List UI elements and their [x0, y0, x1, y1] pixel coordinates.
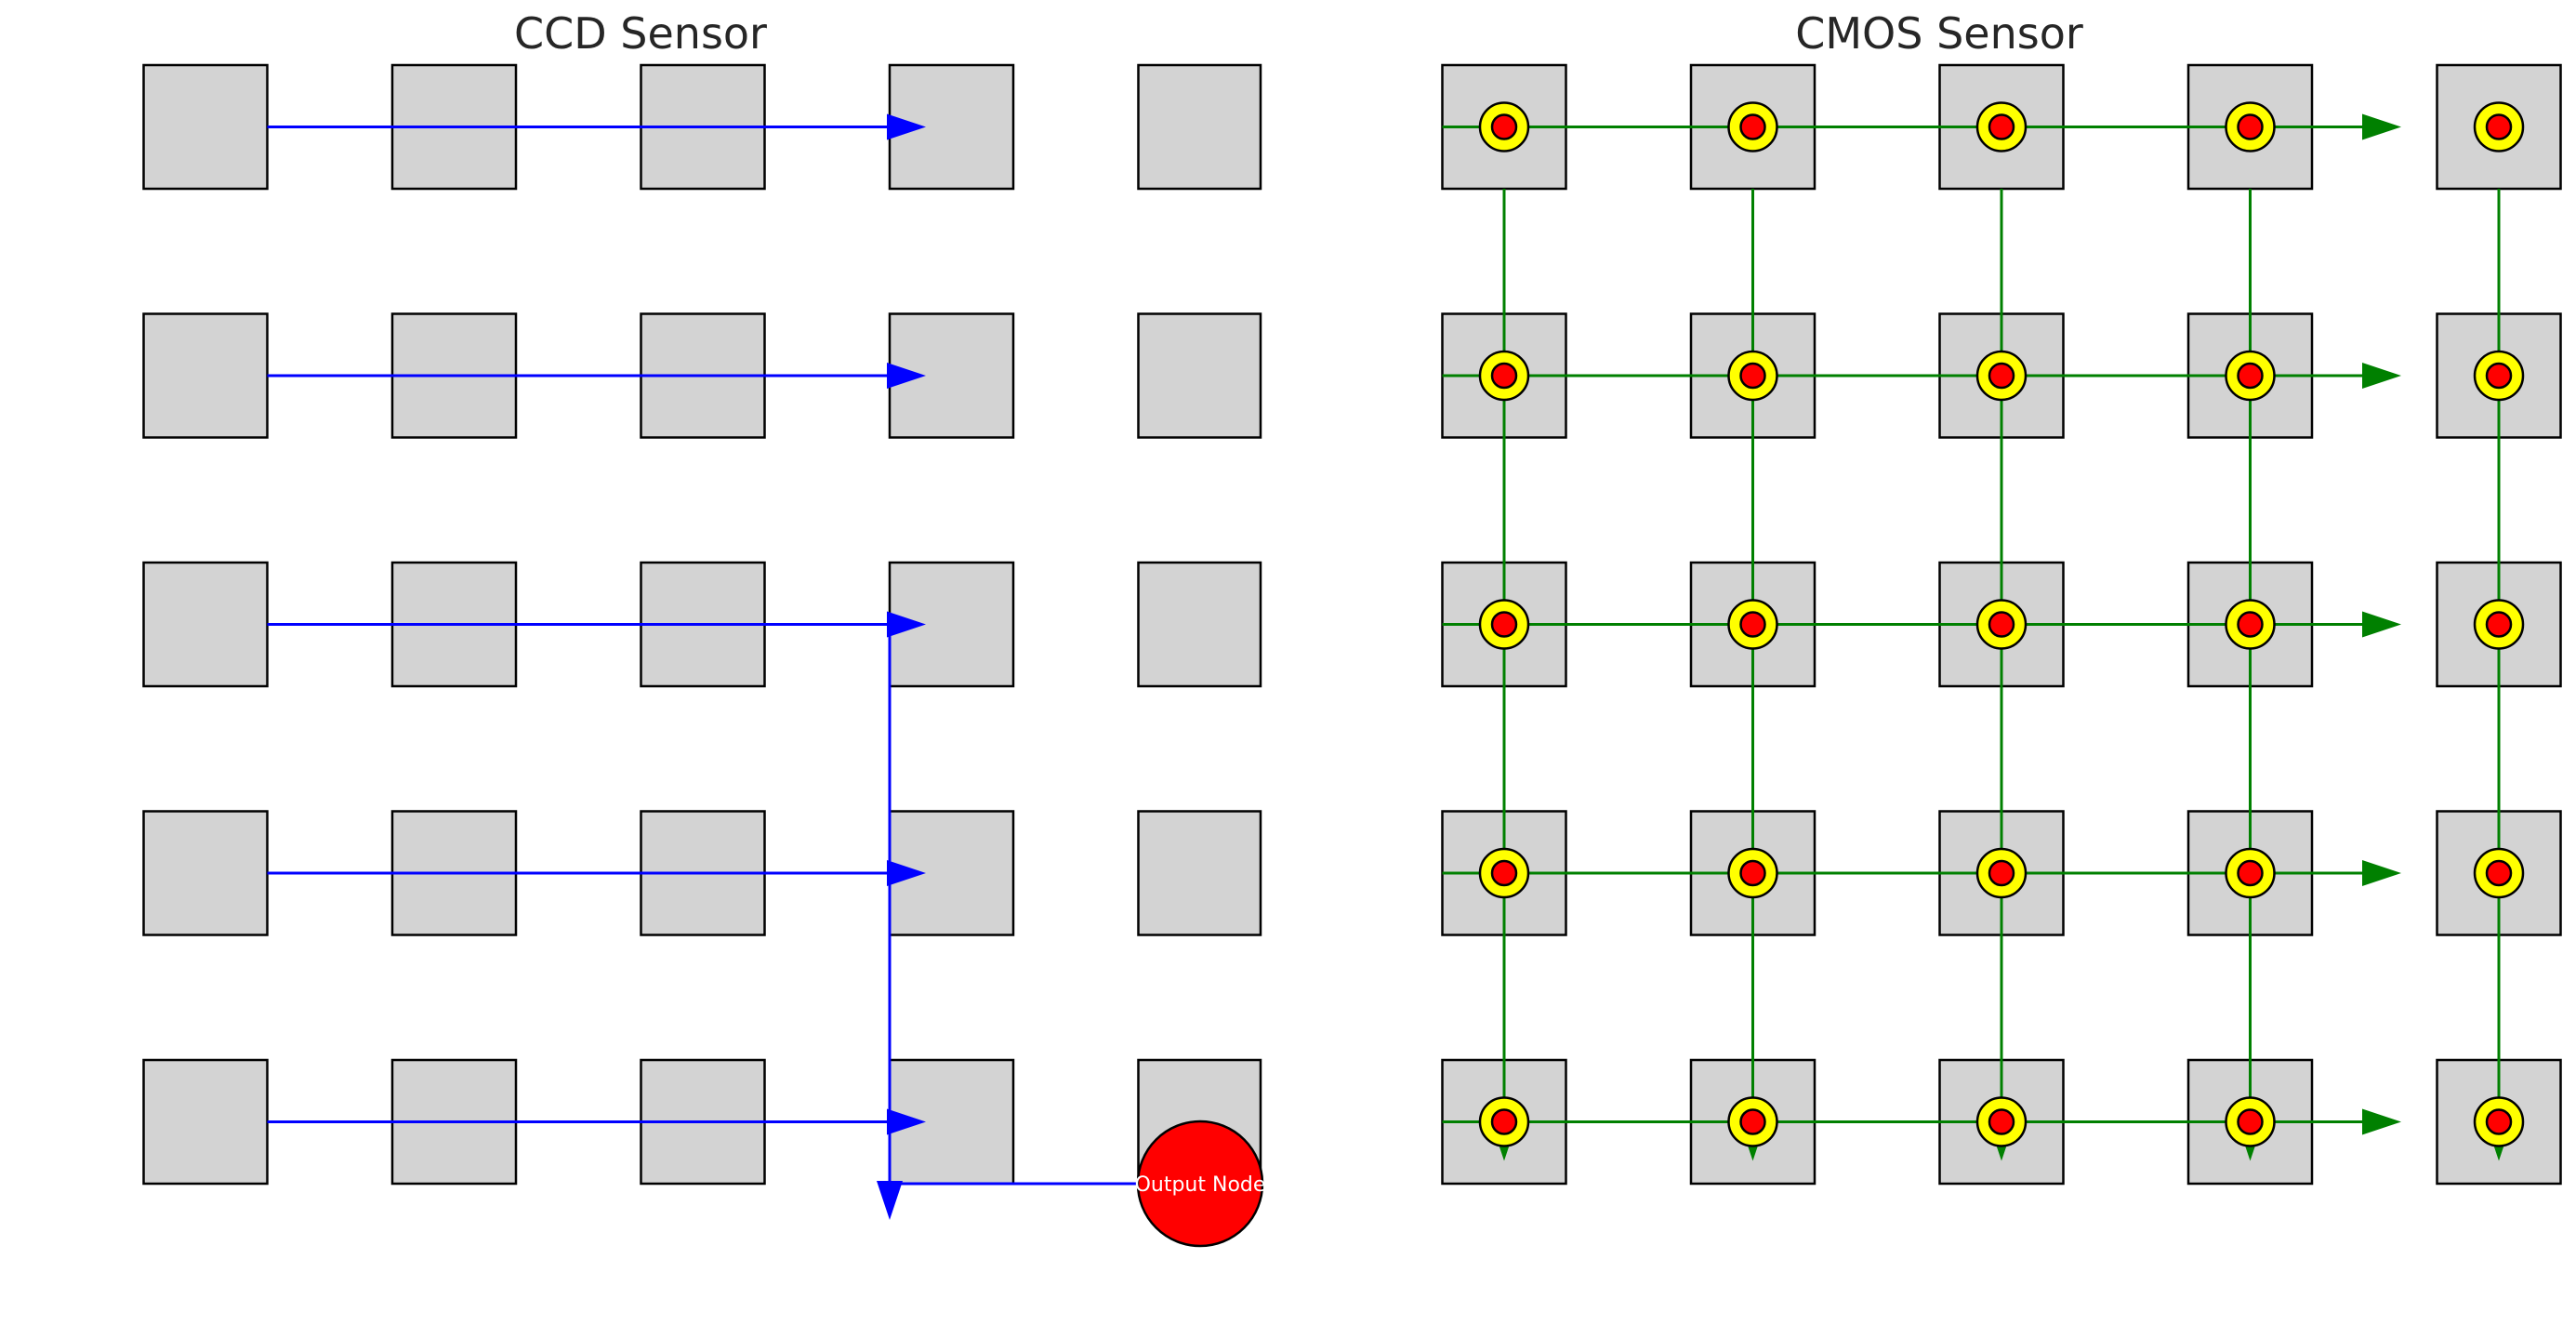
cmos-amplifier-dot [1988, 113, 2015, 140]
cmos-row-arrow-head [2362, 860, 2401, 886]
ccd-readout-arrow-head [877, 1181, 903, 1220]
cmos-amplifier-dot [1490, 113, 1518, 140]
ccd-pixel [1137, 810, 1262, 936]
cmos-amplifier-dot [1739, 113, 1766, 140]
cmos-amplifier-dot [1988, 362, 2015, 390]
ccd-output-node [1136, 1120, 1264, 1248]
cmos-amplifier-dot [1739, 1108, 1766, 1135]
cmos-amplifier-dot [1739, 362, 1766, 390]
ccd-arrow-head [887, 860, 926, 886]
cmos-amplifier-dot [2237, 362, 2264, 390]
ccd-pixel [142, 1058, 269, 1186]
ccd-sensor-panel: Output Node [142, 63, 1266, 1248]
ccd-pixel [142, 561, 269, 688]
cmos-amplifier-dot [1988, 611, 2015, 638]
cmos-amplifier-dot [2237, 113, 2264, 140]
ccd-output-node-label: Output Node [1135, 1173, 1266, 1197]
cmos-row-arrow-head [2362, 113, 2401, 140]
cmos-amplifier-dot [1490, 1108, 1518, 1135]
ccd-sensor-title: CCD Sensor [514, 8, 767, 59]
cmos-amplifier-dot [2485, 1108, 2513, 1135]
ccd-pixel [142, 810, 269, 936]
cmos-amplifier-dot [2485, 611, 2513, 638]
ccd-arrow-head [887, 1108, 926, 1135]
ccd-pixel [1137, 63, 1262, 191]
cmos-amplifier-dot [2485, 113, 2513, 140]
ccd-arrow-head [887, 611, 926, 638]
cmos-amplifier-dot [2237, 1108, 2264, 1135]
ccd-pixel [1137, 312, 1262, 439]
cmos-sensor-title: CMOS Sensor [1795, 8, 2083, 59]
cmos-amplifier-dot [1490, 611, 1518, 638]
cmos-amplifier-dot [2237, 611, 2264, 638]
cmos-amplifier-dot [1739, 611, 1766, 638]
cmos-amplifier-dot [1739, 859, 1766, 887]
cmos-row-arrow-head [2362, 1108, 2401, 1135]
ccd-arrow-head [887, 363, 926, 389]
cmos-amplifier-dot [2485, 362, 2513, 390]
cmos-amplifier-dot [1490, 859, 1518, 887]
ccd-arrow-head [887, 113, 926, 140]
cmos-amplifier-dot [2237, 859, 2264, 887]
cmos-amplifier-dot [1988, 859, 2015, 887]
ccd-pixel [142, 63, 269, 191]
cmos-sensor-panel [1441, 63, 2562, 1186]
cmos-amplifier-dot [2485, 859, 2513, 887]
cmos-amplifier-dot [1988, 1108, 2015, 1135]
cmos-row-arrow-head [2362, 363, 2401, 389]
ccd-pixel [142, 312, 269, 439]
cmos-row-arrow-head [2362, 611, 2401, 638]
cmos-amplifier-dot [1490, 362, 1518, 390]
ccd-pixel [1137, 561, 1262, 688]
